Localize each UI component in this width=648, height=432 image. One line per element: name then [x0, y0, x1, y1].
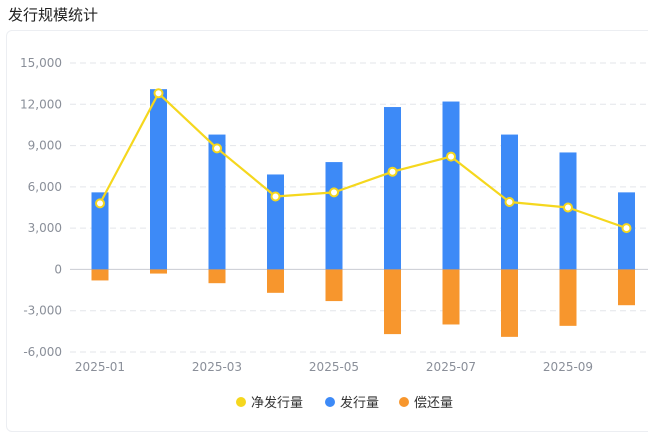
- grid-lines: [70, 62, 648, 353]
- net-issuance-line: [95, 88, 632, 234]
- net-issuance-polyline: [99, 92, 627, 230]
- bars: [91, 89, 635, 337]
- legend-marker: [399, 397, 409, 407]
- net-issuance-point[interactable]: [387, 166, 398, 177]
- issuance-bar[interactable]: [384, 107, 401, 270]
- y-tick-label: 6,000: [28, 180, 62, 194]
- issuance-chart: 15,000 12,000 9,000 6,000 3,000 0 -3,000 -6,000…: [20, 56, 648, 411]
- legend-item[interactable]: 偿还量: [399, 396, 453, 411]
- x-tick-label: 2025-01: [75, 360, 125, 374]
- x-tick-label: 2025-03: [192, 360, 242, 374]
- net-issuance-point[interactable]: [95, 198, 105, 209]
- repayment-bar[interactable]: [559, 269, 577, 326]
- repayment-bar[interactable]: [325, 269, 343, 302]
- x-axis: 2025-01 2025-03 2025-05 2025-07 2025-09: [75, 360, 593, 374]
- legend-label: 净发行量: [251, 395, 303, 411]
- x-tick-label: 2025-05: [309, 360, 359, 374]
- net-issuance-point[interactable]: [270, 191, 281, 202]
- issuance-bar[interactable]: [442, 101, 460, 270]
- issuance-bar[interactable]: [91, 192, 109, 270]
- repayment-bar[interactable]: [442, 269, 460, 325]
- net-issuance-point[interactable]: [329, 187, 339, 198]
- y-tick-label: 0: [54, 262, 62, 276]
- net-issuance-point[interactable]: [621, 223, 632, 234]
- repayment-bar[interactable]: [91, 269, 109, 281]
- x-tick-label: 2025-07: [426, 360, 476, 374]
- x-tick-label: 2025-09: [543, 360, 593, 374]
- legend-label: 偿还量: [414, 396, 453, 411]
- repayment-bar[interactable]: [150, 269, 167, 274]
- y-tick-label: -6,000: [23, 345, 62, 359]
- legend-label: 发行量: [340, 395, 379, 411]
- repayment-bar[interactable]: [501, 269, 518, 337]
- net-issuance-point[interactable]: [504, 196, 515, 207]
- y-axis: 15,000 12,000 9,000 6,000 3,000 0 -3,000 -6,000: [20, 56, 62, 359]
- repayment-bar[interactable]: [618, 269, 635, 306]
- legend-item[interactable]: 净发行量: [236, 395, 303, 411]
- y-tick-label: 3,000: [28, 221, 62, 235]
- repayment-bar[interactable]: [208, 269, 226, 284]
- legend: 净发行量 发行量 偿还量: [236, 395, 453, 411]
- issuance-bar[interactable]: [150, 89, 167, 270]
- net-issuance-point[interactable]: [446, 151, 456, 162]
- y-tick-label: 15,000: [20, 56, 62, 70]
- y-tick-label: 9,000: [28, 139, 62, 153]
- y-tick-label: -3,000: [23, 304, 62, 318]
- chart-title: 发行规模统计: [8, 6, 99, 24]
- y-tick-label: 12,000: [20, 97, 62, 111]
- legend-marker: [236, 397, 246, 407]
- repayment-bar[interactable]: [267, 269, 284, 293]
- issuance-bar[interactable]: [267, 174, 284, 270]
- issuance-bar[interactable]: [325, 162, 343, 270]
- net-issuance-point[interactable]: [153, 88, 164, 99]
- issuance-bar[interactable]: [208, 134, 226, 270]
- legend-marker: [325, 397, 335, 407]
- legend-item[interactable]: 发行量: [325, 395, 379, 411]
- net-issuance-point[interactable]: [563, 202, 573, 213]
- repayment-bar[interactable]: [384, 269, 401, 335]
- net-issuance-point[interactable]: [212, 143, 222, 154]
